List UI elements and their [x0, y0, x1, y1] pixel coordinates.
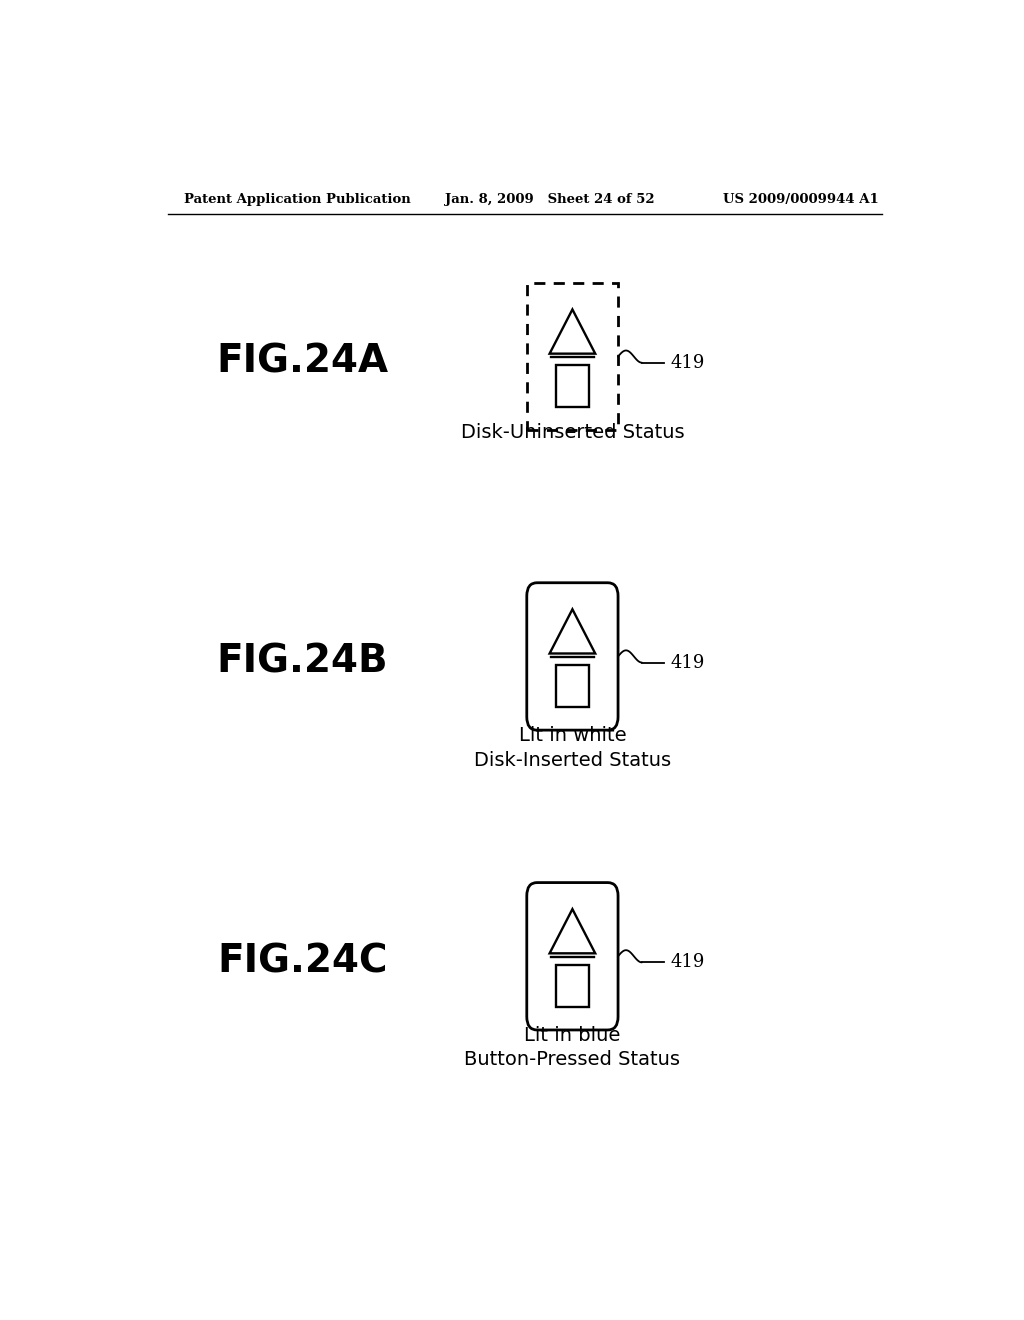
Text: Jan. 8, 2009   Sheet 24 of 52: Jan. 8, 2009 Sheet 24 of 52: [445, 193, 655, 206]
Text: 419: 419: [671, 653, 705, 672]
Text: FIG.24C: FIG.24C: [217, 942, 388, 981]
Text: Disk-Inserted Status: Disk-Inserted Status: [474, 751, 671, 770]
Text: Lit in white: Lit in white: [518, 726, 627, 746]
Text: Disk-Uninserted Status: Disk-Uninserted Status: [461, 424, 684, 442]
Text: US 2009/0009944 A1: US 2009/0009944 A1: [723, 193, 879, 206]
Text: FIG.24A: FIG.24A: [216, 343, 389, 380]
Text: Button-Pressed Status: Button-Pressed Status: [465, 1051, 680, 1069]
Text: Patent Application Publication: Patent Application Publication: [183, 193, 411, 206]
Bar: [556, 965, 589, 1007]
Text: 419: 419: [671, 354, 705, 372]
Text: Lit in blue: Lit in blue: [524, 1026, 621, 1045]
Text: FIG.24B: FIG.24B: [217, 643, 388, 681]
Bar: [556, 665, 589, 708]
FancyBboxPatch shape: [526, 582, 618, 730]
Text: 419: 419: [671, 953, 705, 972]
Bar: [556, 366, 589, 407]
FancyBboxPatch shape: [526, 883, 618, 1030]
